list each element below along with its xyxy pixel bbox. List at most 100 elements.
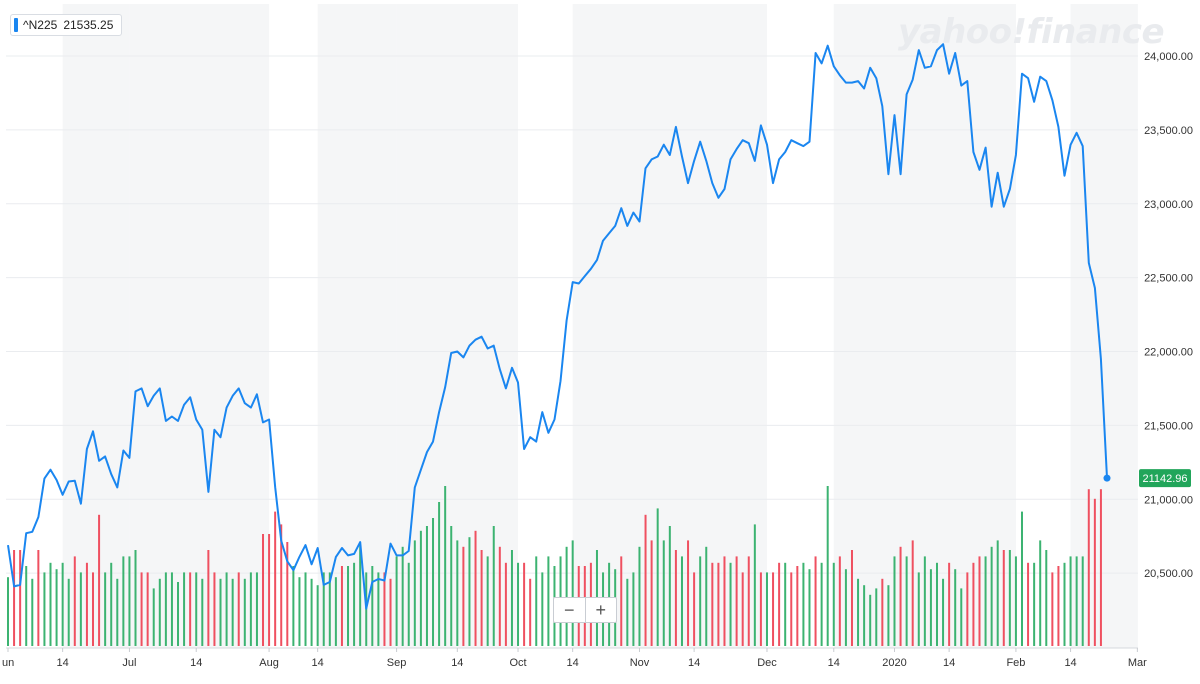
volume-bar bbox=[535, 556, 538, 646]
volume-bar bbox=[1063, 562, 1066, 646]
volume-bar bbox=[814, 556, 817, 646]
volume-bar bbox=[1081, 556, 1084, 646]
zoom-in-button[interactable]: + bbox=[584, 598, 617, 622]
volume-bar bbox=[832, 562, 835, 646]
volume-bar bbox=[796, 566, 799, 646]
volume-bar bbox=[110, 562, 113, 646]
x-tick-label: Aug bbox=[259, 657, 279, 669]
x-tick-label: 14 bbox=[451, 657, 463, 669]
volume-bar bbox=[304, 572, 307, 646]
half-month-band bbox=[1070, 4, 1138, 648]
half-month-band bbox=[62, 4, 130, 648]
volume-bar bbox=[875, 588, 878, 646]
month-band bbox=[1137, 4, 1138, 648]
volume-bar bbox=[316, 585, 319, 646]
volume-bar bbox=[1020, 511, 1023, 646]
volume-bar bbox=[565, 546, 568, 646]
volume-bar bbox=[778, 562, 781, 646]
x-tick-label: Oct bbox=[509, 657, 526, 669]
volume-bar bbox=[49, 562, 52, 646]
volume-bar bbox=[960, 588, 963, 646]
volume-bar bbox=[699, 556, 702, 646]
zoom-control: − + bbox=[553, 597, 617, 623]
volume-bar bbox=[407, 562, 410, 646]
volume-bar bbox=[650, 540, 653, 646]
volume-bar bbox=[237, 572, 240, 646]
volume-bar bbox=[158, 578, 161, 646]
volume-bar bbox=[644, 514, 647, 646]
legend-color-swatch bbox=[14, 18, 18, 32]
y-tick-label: 20,500.00 bbox=[1144, 568, 1193, 580]
volume-bar bbox=[784, 562, 787, 646]
volume-bar bbox=[978, 556, 981, 646]
x-tick-label: 2020 bbox=[882, 657, 906, 669]
volume-bar bbox=[67, 578, 70, 646]
volume-bar bbox=[322, 572, 325, 646]
volume-bar bbox=[735, 556, 738, 646]
price-line[interactable] bbox=[7, 43, 1108, 610]
volume-bar bbox=[268, 534, 271, 646]
volume-bar bbox=[1075, 556, 1078, 646]
volume-bar bbox=[177, 582, 180, 646]
volume-bar bbox=[371, 566, 374, 646]
volume-bar bbox=[772, 572, 775, 646]
volume-bar bbox=[1045, 550, 1048, 646]
volume-bar bbox=[116, 578, 119, 646]
y-tick-label: 23,000.00 bbox=[1144, 199, 1193, 211]
volume-bar bbox=[140, 572, 143, 646]
series-legend[interactable]: ^N225 21535.25 bbox=[10, 14, 123, 36]
volume-bar bbox=[517, 562, 520, 646]
volume-bar bbox=[486, 556, 489, 646]
volume-bar bbox=[972, 562, 975, 646]
volume-bar bbox=[662, 540, 665, 646]
zoom-out-button[interactable]: − bbox=[563, 599, 575, 620]
volume-bar bbox=[19, 550, 22, 646]
volume-bar bbox=[1069, 556, 1072, 646]
volume-bar bbox=[723, 556, 726, 646]
volume-bar bbox=[225, 572, 228, 646]
volume-bar bbox=[510, 550, 513, 646]
volume-bar bbox=[844, 569, 847, 646]
legend-symbol: ^N225 bbox=[23, 18, 58, 32]
volume-bar bbox=[383, 572, 386, 646]
volume-bar bbox=[444, 486, 447, 646]
volume-bar bbox=[201, 578, 204, 646]
volume-bar bbox=[401, 546, 404, 646]
volume-bars bbox=[7, 486, 1102, 646]
volume-bar bbox=[347, 566, 350, 646]
y-tick-label: 21,500.00 bbox=[1144, 420, 1193, 432]
volume-bar bbox=[377, 572, 380, 646]
volume-bar bbox=[820, 562, 823, 646]
volume-bar bbox=[262, 534, 265, 646]
volume-bar bbox=[462, 546, 465, 646]
volume-bar bbox=[626, 578, 629, 646]
volume-bar bbox=[1039, 540, 1042, 646]
volume-bar bbox=[55, 569, 58, 646]
volume-bar bbox=[638, 546, 641, 646]
volume-bar bbox=[353, 562, 356, 646]
volume-bar bbox=[523, 562, 526, 646]
volume-bar bbox=[286, 542, 289, 646]
volume-bar bbox=[61, 562, 64, 646]
half-month-band bbox=[572, 4, 640, 648]
volume-bar bbox=[413, 540, 416, 646]
volume-bar bbox=[990, 546, 993, 646]
month-bands bbox=[62, 4, 1138, 648]
volume-bar bbox=[292, 566, 295, 646]
volume-bar bbox=[504, 562, 507, 646]
volume-bar bbox=[425, 526, 428, 646]
volume-bar bbox=[632, 572, 635, 646]
volume-bar bbox=[334, 577, 337, 646]
volume-bar bbox=[432, 518, 435, 646]
volume-bar bbox=[340, 566, 343, 646]
half-month-band bbox=[457, 4, 519, 648]
volume-bar bbox=[541, 572, 544, 646]
volume-bar bbox=[128, 556, 131, 646]
volume-bar bbox=[1008, 550, 1011, 646]
x-tick-label: 14 bbox=[688, 657, 700, 669]
volume-bar bbox=[942, 578, 945, 646]
half-month-band bbox=[196, 4, 270, 648]
volume-bar bbox=[850, 550, 853, 646]
